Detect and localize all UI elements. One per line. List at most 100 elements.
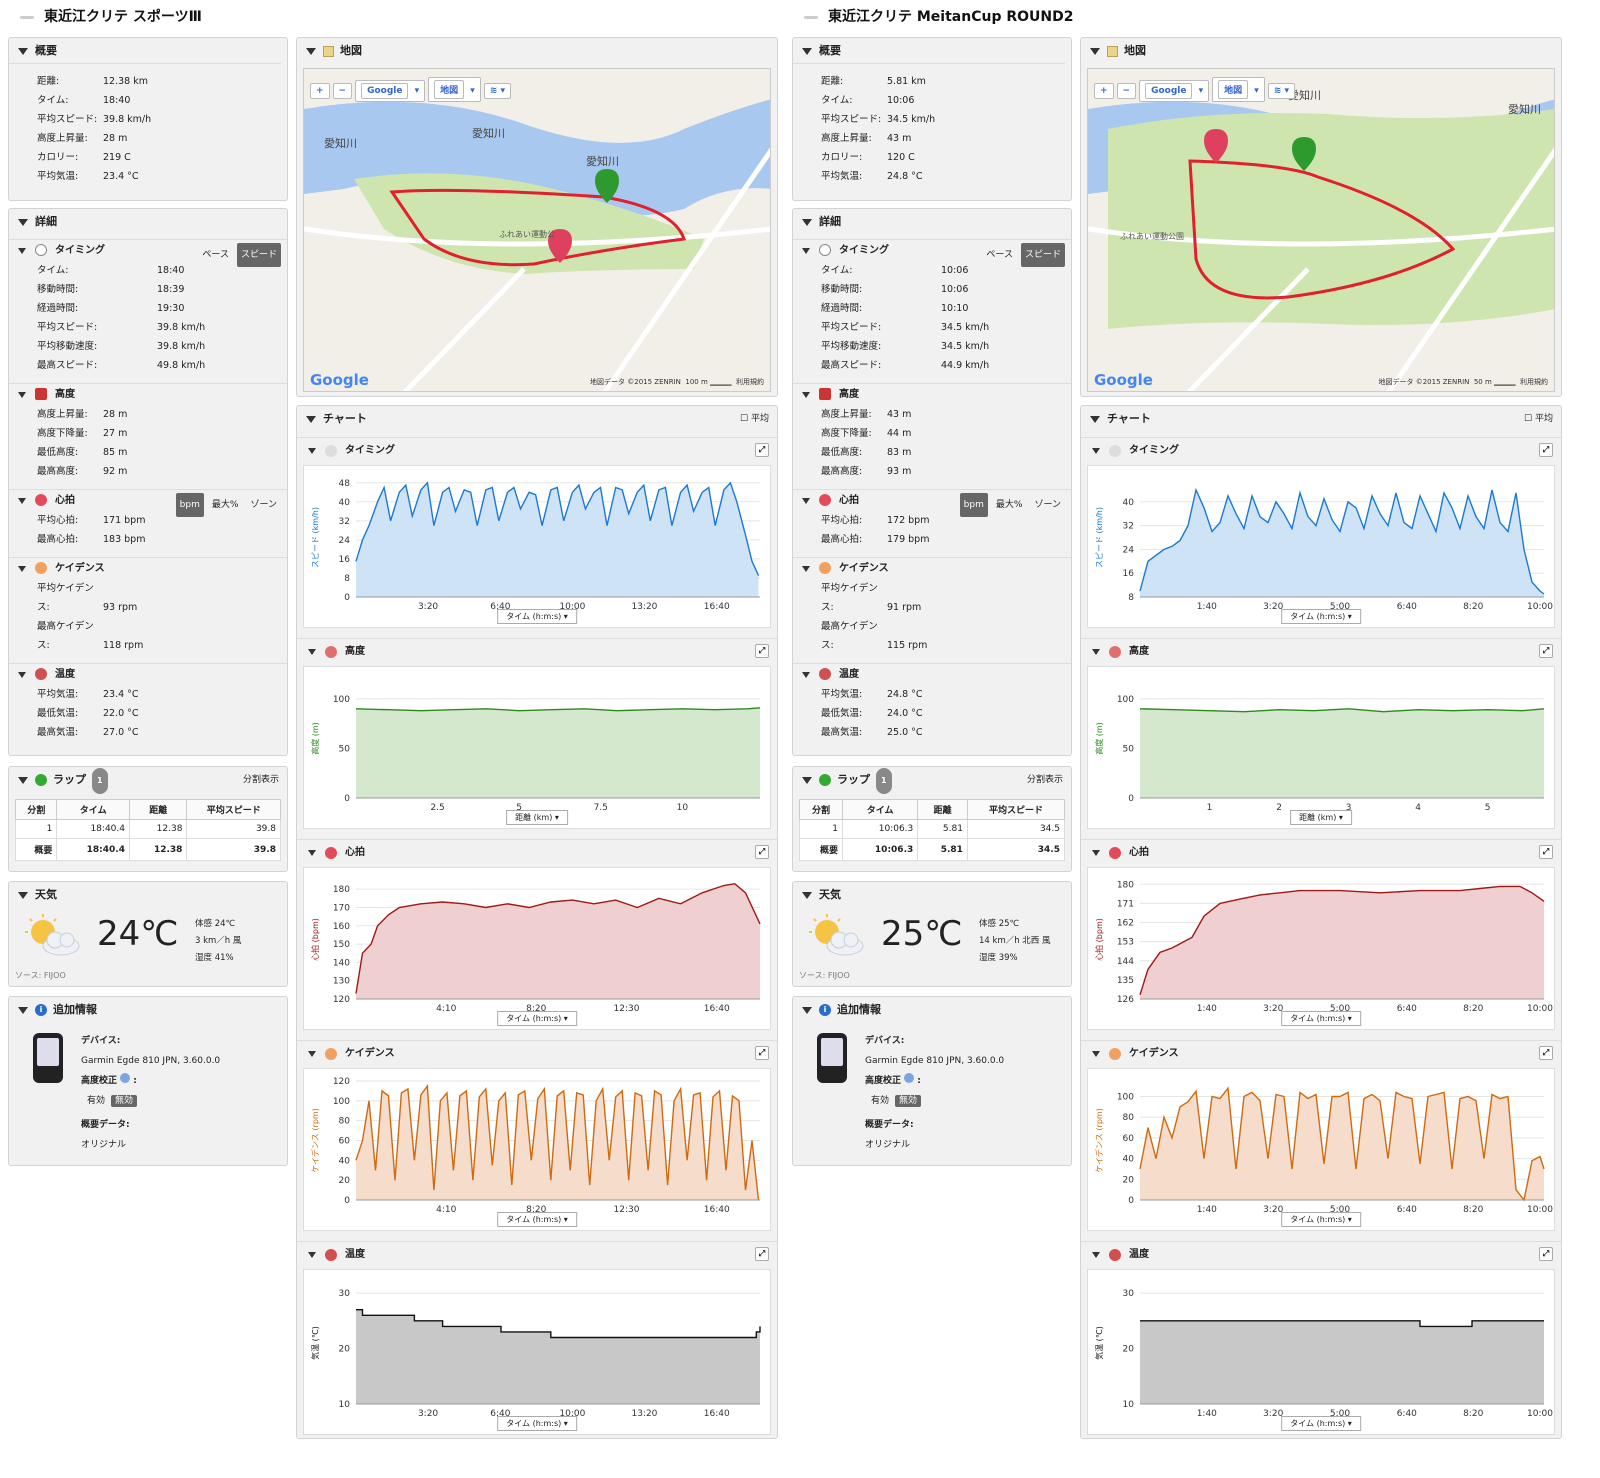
temperature-section[interactable]: 温度 [793, 663, 1071, 685]
laps-col-header[interactable]: 分割 [799, 799, 843, 820]
chart-section-header[interactable]: タイミング ⤢ [297, 437, 777, 463]
x-axis-select[interactable]: タイム (h:m:s) ▾ [497, 1011, 577, 1026]
summary-header[interactable]: 概要 [9, 38, 281, 64]
alt-calib-off[interactable]: 無効 [895, 1095, 922, 1107]
chart-section-header[interactable]: 高度 ⤢ [297, 638, 777, 664]
help-icon[interactable] [904, 1073, 915, 1083]
x-axis-select[interactable]: タイム (h:m:s) ▾ [1281, 1416, 1361, 1431]
details-header[interactable]: 詳細 [793, 209, 1071, 235]
map-source-select[interactable]: Google ▾ [355, 80, 426, 102]
weather-header[interactable]: 天気 [9, 882, 287, 908]
layers-button[interactable]: ≋ ▾ [483, 83, 512, 99]
expand-chart-icon[interactable]: ⤢ [755, 1247, 769, 1261]
timing-section[interactable]: タイミング ペース スピード [9, 239, 287, 267]
chart-section-header[interactable]: 温度 ⤢ [1081, 1241, 1561, 1267]
laps-col-header[interactable]: 距離 [128, 799, 188, 820]
laps-col-header[interactable]: 分割 [14, 799, 58, 820]
laps-col-header[interactable]: タイム [56, 799, 130, 820]
expand-chart-icon[interactable]: ⤢ [755, 1046, 769, 1060]
pace-speed-toggle[interactable]: ペース スピード [978, 243, 1065, 267]
x-axis-select[interactable]: タイム (h:m:s) ▾ [497, 609, 577, 624]
laps-header[interactable]: ラップ 1 分割表示 [9, 767, 287, 794]
average-checkbox[interactable]: ☐ 平均 [1524, 414, 1553, 424]
x-axis-select[interactable]: タイム (h:m:s) ▾ [1281, 609, 1361, 624]
laps-col-header[interactable]: タイム [841, 799, 919, 820]
hr-section[interactable]: 心拍 bpm 最大% ゾーン [793, 489, 1071, 517]
elevation-section[interactable]: 高度 [9, 383, 287, 405]
expand-chart-icon[interactable]: ⤢ [755, 443, 769, 457]
table-row[interactable]: 1 10:06.3 5.81 34.5 [799, 819, 1066, 839]
x-axis-select[interactable]: タイム (h:m:s) ▾ [1281, 1011, 1361, 1026]
x-tick-label: 2 [1276, 803, 1282, 813]
summary-header[interactable]: 概要 [793, 38, 1065, 64]
zoom-out-button[interactable]: − [1116, 83, 1137, 99]
start-marker-icon[interactable] [595, 169, 619, 203]
series-area [1140, 886, 1544, 999]
laps-col-header[interactable]: 平均スピード [966, 799, 1066, 820]
chart-section-header[interactable]: ケイデンス ⤢ [297, 1040, 777, 1066]
layers-button[interactable]: ≋ ▾ [1267, 83, 1296, 99]
map-source-select[interactable]: Google ▾ [1139, 80, 1210, 102]
chart-section-header[interactable]: 心拍 ⤢ [297, 839, 777, 865]
expand-chart-icon[interactable]: ⤢ [1539, 1247, 1553, 1261]
cadence-section[interactable]: ケイデンス [9, 557, 287, 579]
finish-marker-icon[interactable] [1204, 129, 1228, 163]
chart-section-header[interactable]: タイミング ⤢ [1081, 437, 1561, 463]
route-map[interactable]: 愛知川 愛知川 愛知川 ふれあい運動公 + − Google ▾ 地図 ▾ ≋ ▾ Go… [303, 68, 771, 392]
finish-marker-icon[interactable] [548, 229, 572, 263]
cadence-section[interactable]: ケイデンス [793, 557, 1071, 579]
hr-section[interactable]: 心拍 bpm 最大% ゾーン [9, 489, 287, 517]
charts-header[interactable]: チャート ☐ 平均 [297, 406, 777, 432]
expand-chart-icon[interactable]: ⤢ [755, 845, 769, 859]
terms-link[interactable]: 利用規約 [1520, 378, 1548, 386]
hr-unit-toggle[interactable]: bpm 最大% ゾーン [172, 493, 281, 517]
x-axis-select[interactable]: タイム (h:m:s) ▾ [497, 1212, 577, 1227]
x-axis-select[interactable]: 距離 (km) ▾ [506, 810, 568, 825]
laps-col-header[interactable]: 平均スピード [186, 799, 281, 820]
elevation-section[interactable]: 高度 [793, 383, 1071, 405]
pace-speed-toggle[interactable]: ペース スピード [194, 243, 281, 267]
chart-section-header[interactable]: 高度 ⤢ [1081, 638, 1561, 664]
expand-chart-icon[interactable]: ⤢ [755, 644, 769, 658]
zoom-in-button[interactable]: + [310, 83, 330, 99]
map-header[interactable]: 地図 [297, 38, 777, 64]
zoom-in-button[interactable]: + [1094, 83, 1114, 99]
map-type-select[interactable]: 地図 ▾ [1212, 77, 1265, 102]
timing-section[interactable]: タイミング ペース スピード [793, 239, 1071, 267]
extra-info-header[interactable]: i 追加情報 [793, 997, 1071, 1023]
chart-section-header[interactable]: 心拍 ⤢ [1081, 839, 1561, 865]
expand-chart-icon[interactable]: ⤢ [1539, 443, 1553, 457]
x-axis-select[interactable]: タイム (h:m:s) ▾ [497, 1416, 577, 1431]
average-checkbox[interactable]: ☐ 平均 [740, 414, 769, 424]
help-icon[interactable] [120, 1073, 131, 1083]
details-header[interactable]: 詳細 [9, 209, 287, 235]
alt-calib-off[interactable]: 無効 [111, 1095, 138, 1107]
x-axis-select[interactable]: 距離 (km) ▾ [1290, 810, 1352, 825]
split-view-link[interactable]: 分割表示 [242, 775, 279, 785]
y-tick-label: 48 [339, 479, 351, 489]
map-header[interactable]: 地図 [1081, 38, 1561, 64]
expand-chart-icon[interactable]: ⤢ [1539, 1046, 1553, 1060]
start-marker-icon[interactable] [1292, 137, 1316, 171]
chart-section-header[interactable]: ケイデンス ⤢ [1081, 1040, 1561, 1066]
alt-calib-on[interactable]: 有効 [871, 1096, 890, 1106]
split-view-link[interactable]: 分割表示 [1026, 775, 1063, 785]
table-row[interactable]: 1 18:40.4 12.38 39.8 [14, 819, 281, 839]
x-axis-select[interactable]: タイム (h:m:s) ▾ [1281, 1212, 1361, 1227]
terms-link[interactable]: 利用規約 [736, 378, 764, 386]
chart-section-header[interactable]: 温度 ⤢ [297, 1241, 777, 1267]
expand-chart-icon[interactable]: ⤢ [1539, 845, 1553, 859]
map-type-select[interactable]: 地図 ▾ [428, 77, 481, 102]
zoom-out-button[interactable]: − [332, 83, 353, 99]
laps-col-header[interactable]: 距離 [917, 799, 968, 820]
extra-info-header[interactable]: i 追加情報 [9, 997, 287, 1023]
alt-calib-on[interactable]: 有効 [87, 1096, 106, 1106]
hr-unit-toggle[interactable]: bpm 最大% ゾーン [956, 493, 1065, 517]
y-tick-label: 160 [333, 922, 350, 932]
weather-header[interactable]: 天気 [793, 882, 1071, 908]
expand-chart-icon[interactable]: ⤢ [1539, 644, 1553, 658]
laps-header[interactable]: ラップ 1 分割表示 [793, 767, 1071, 794]
route-map[interactable]: 愛知川 愛知川 ふれあい運動公園 + − Google ▾ 地図 ▾ ≋ ▾ Googl… [1087, 68, 1555, 392]
charts-header[interactable]: チャート ☐ 平均 [1081, 406, 1561, 432]
temperature-section[interactable]: 温度 [9, 663, 287, 685]
